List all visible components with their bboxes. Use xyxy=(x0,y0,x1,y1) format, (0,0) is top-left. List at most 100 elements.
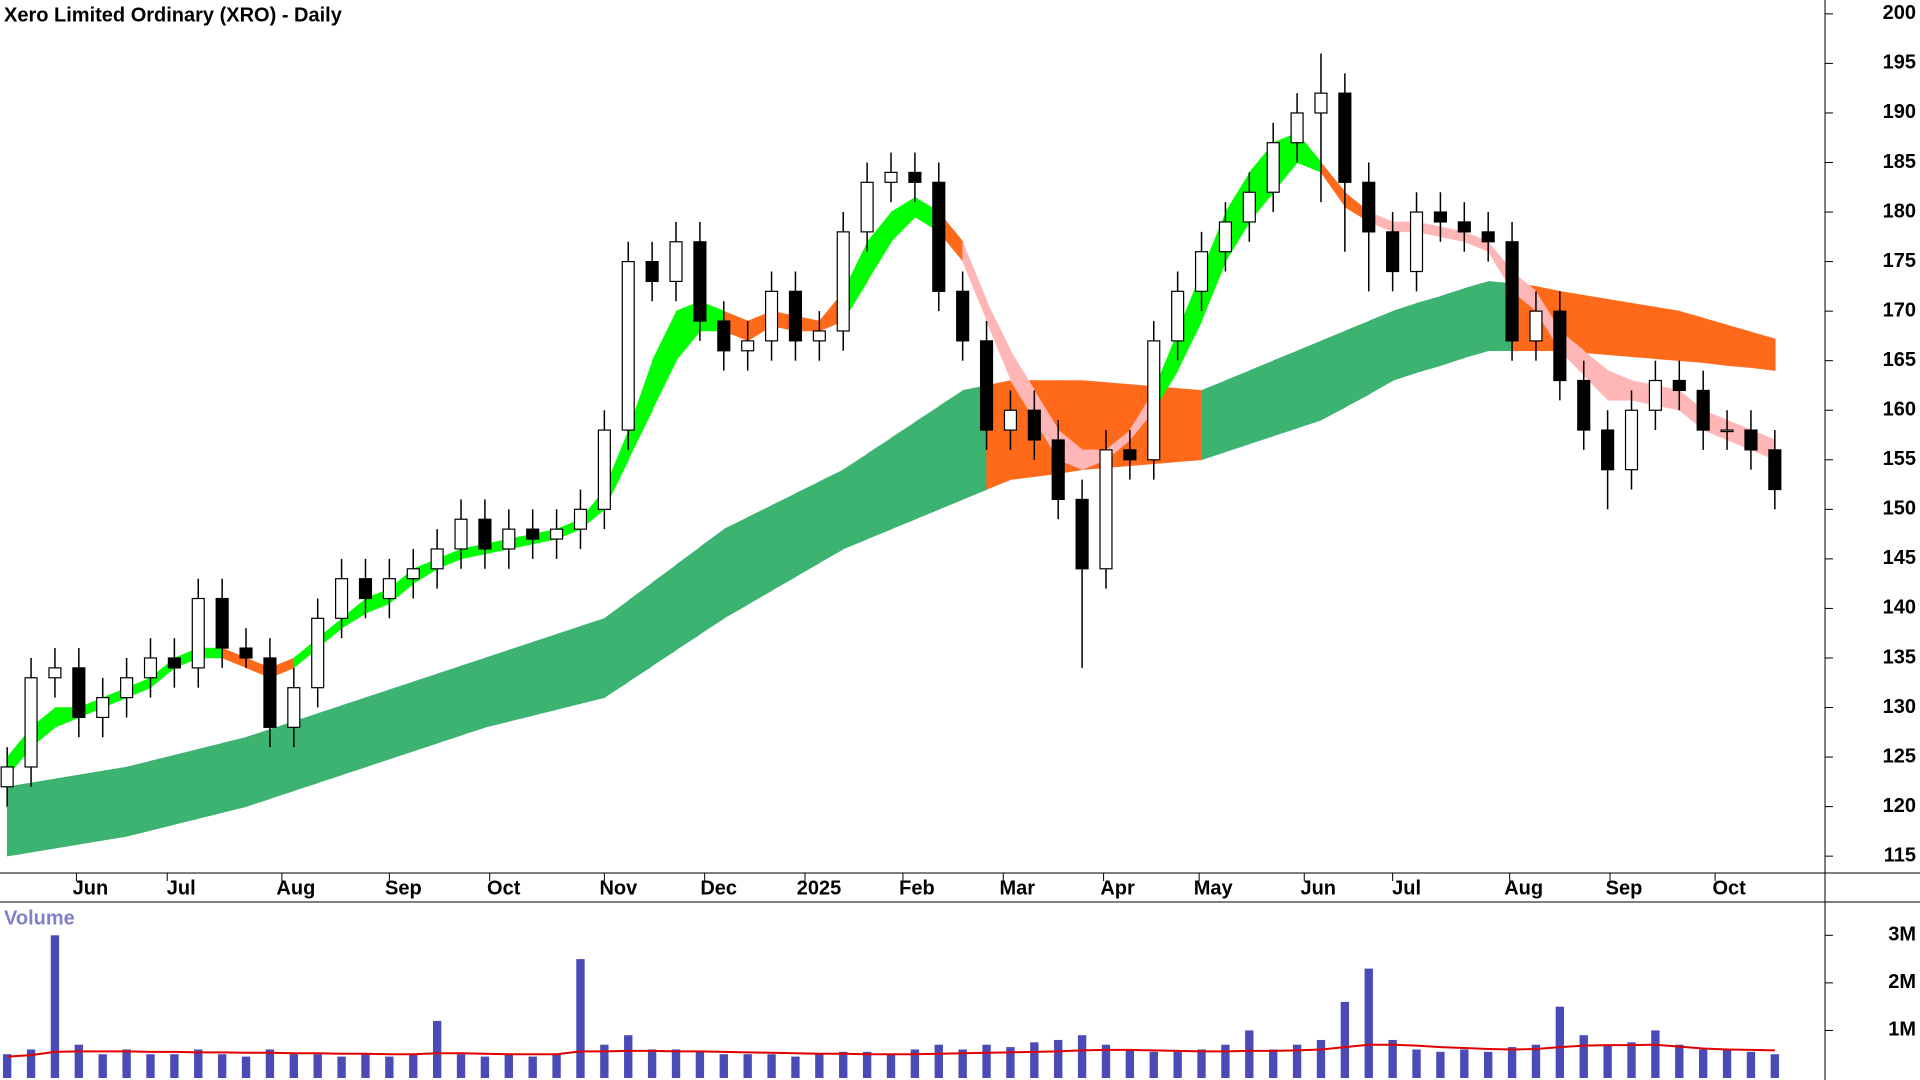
volume-bar xyxy=(1197,1049,1206,1078)
candle-body xyxy=(526,528,540,540)
volume-bar xyxy=(1101,1044,1111,1078)
candle-body xyxy=(693,241,707,322)
volume-bar xyxy=(194,1049,203,1078)
x-tick-label: Feb xyxy=(899,877,935,899)
band-segment xyxy=(914,405,940,520)
band-segment xyxy=(1249,360,1274,445)
volume-bar xyxy=(1125,1049,1135,1078)
chart-title: Xero Limited Ordinary (XRO) - Daily xyxy=(4,4,343,26)
band-segment xyxy=(532,633,558,716)
band-segment xyxy=(1392,302,1418,381)
volume-bar xyxy=(2,1054,12,1078)
candle-body xyxy=(1362,181,1376,233)
candle-body xyxy=(287,687,301,728)
volume-bar xyxy=(958,1049,967,1078)
candle-body xyxy=(430,548,444,570)
volume-average-line xyxy=(7,1043,1775,1058)
volume-bar xyxy=(241,1056,251,1078)
y-tick-label: 185 xyxy=(1883,151,1916,173)
y-tick-label: 145 xyxy=(1883,547,1916,569)
candle-body xyxy=(48,667,62,679)
candle-body xyxy=(191,597,205,669)
volume-bar xyxy=(862,1051,872,1078)
band-segment xyxy=(1750,331,1776,371)
volume-bar xyxy=(719,1054,728,1078)
volume-bar xyxy=(432,1020,442,1078)
band-segment xyxy=(508,641,534,722)
band-segment xyxy=(1464,281,1489,359)
candle-body xyxy=(573,508,588,530)
candle-body xyxy=(167,657,181,669)
band-segment xyxy=(460,657,486,736)
candle-body xyxy=(812,330,826,342)
band-segment xyxy=(1655,306,1681,361)
volume-bar xyxy=(504,1054,513,1078)
candle-body xyxy=(239,647,253,659)
band-segment xyxy=(1201,380,1227,461)
candle-body xyxy=(1290,112,1304,144)
x-tick-label: Jul xyxy=(167,877,196,899)
candle-body xyxy=(1099,449,1113,570)
band-segment xyxy=(1272,350,1298,437)
volume-bar xyxy=(1340,1001,1350,1078)
volume-bar xyxy=(1269,1049,1278,1078)
band-segment xyxy=(484,649,510,728)
band-segment xyxy=(102,766,128,841)
candle-body xyxy=(645,261,659,283)
y-tick-label: 130 xyxy=(1883,696,1916,718)
y-tick-label: 175 xyxy=(1883,250,1916,272)
volume-bar xyxy=(217,1054,227,1078)
candle-body xyxy=(358,578,373,600)
y-tick-label: 170 xyxy=(1883,299,1916,321)
band-segment xyxy=(365,689,391,768)
volume-bar xyxy=(122,1049,131,1078)
candle-body xyxy=(1672,379,1686,392)
x-tick-label: Apr xyxy=(1100,877,1135,899)
volume-bar xyxy=(1603,1044,1612,1078)
band-segment xyxy=(1368,310,1394,395)
band-segment xyxy=(1631,302,1657,359)
candle-body xyxy=(454,518,468,550)
candle-body xyxy=(1003,409,1018,431)
band-segment xyxy=(150,754,176,831)
volume-bar xyxy=(1030,1042,1039,1078)
band-segment xyxy=(54,774,80,849)
volume-bar xyxy=(1579,1035,1588,1078)
volume-bar xyxy=(289,1054,298,1078)
volume-bar xyxy=(528,1056,537,1078)
candle-body xyxy=(1624,409,1639,471)
candle-body xyxy=(669,241,683,283)
x-tick-label: 2025 xyxy=(797,877,842,899)
candle-body xyxy=(1433,211,1447,223)
volume-bar xyxy=(1770,1054,1780,1078)
band-segment xyxy=(30,778,56,853)
volume-bar xyxy=(934,1044,943,1078)
volume-bar xyxy=(839,1051,848,1078)
volume-bar xyxy=(647,1049,657,1078)
volume-bar xyxy=(1675,1044,1684,1078)
band-segment xyxy=(436,665,462,744)
volume-bar xyxy=(1436,1051,1445,1078)
volume-bar xyxy=(1484,1051,1493,1078)
x-tick-label: Nov xyxy=(599,877,638,899)
band-segment xyxy=(1320,330,1346,421)
candle-body xyxy=(215,597,229,649)
candle-body xyxy=(717,320,731,352)
band-segment xyxy=(341,697,367,776)
candle-body xyxy=(1194,251,1209,292)
volume-bar xyxy=(74,1044,84,1078)
band-segment xyxy=(651,311,677,411)
candle-body xyxy=(550,528,564,540)
candle-body xyxy=(1529,310,1543,342)
band-segment xyxy=(6,782,32,857)
volume-bar xyxy=(1149,1051,1158,1078)
x-tick-label: Jun xyxy=(1300,877,1336,899)
band-segment xyxy=(795,481,821,578)
volume-tick-label: 2M xyxy=(1888,971,1916,993)
volume-bar xyxy=(886,1054,896,1078)
volume-bar xyxy=(910,1049,920,1078)
candle-body xyxy=(1386,231,1400,273)
candle-body xyxy=(335,578,349,619)
candle-body xyxy=(478,518,492,550)
